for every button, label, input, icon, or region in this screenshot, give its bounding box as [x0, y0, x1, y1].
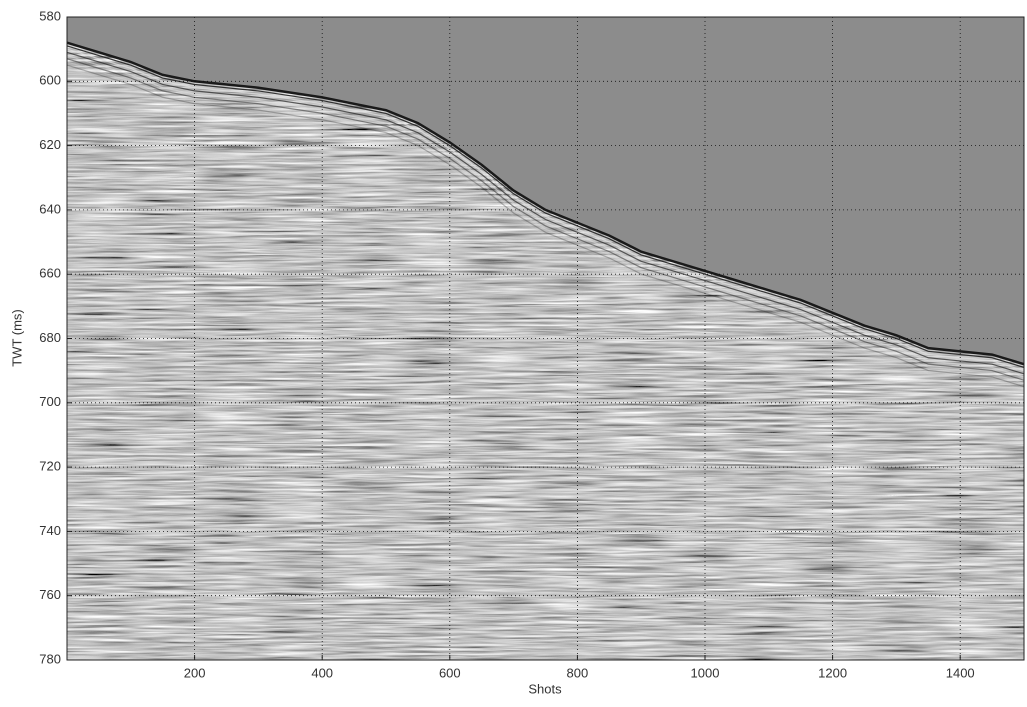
x-tick-label: 400: [311, 665, 333, 680]
x-tick-label: 1200: [818, 665, 847, 680]
y-tick-label: 680: [39, 330, 61, 345]
y-tick-label: 740: [39, 523, 61, 538]
plot-frame: [66, 16, 1025, 661]
x-tick-label: 600: [439, 665, 461, 680]
seafloor: [66, 41, 1025, 366]
x-axis-label: Shots: [528, 681, 562, 696]
y-tick-label: 600: [39, 73, 61, 88]
y-axis-label: TWT (ms): [9, 309, 24, 367]
reflector: [67, 67, 1024, 391]
x-tick-label: 200: [184, 665, 206, 680]
y-tick-label: 620: [39, 137, 61, 152]
y-tick-label: 660: [39, 266, 61, 281]
x-tick-label: 800: [567, 665, 589, 680]
y-tick-label: 700: [39, 394, 61, 409]
y-tick-label: 780: [39, 651, 61, 666]
y-tick-label: 760: [39, 587, 61, 602]
x-tick-label: 1400: [946, 665, 975, 680]
y-tick-label: 640: [39, 201, 61, 216]
x-tick-label: 1000: [691, 665, 720, 680]
reflector: [67, 54, 1024, 378]
reflector: [67, 58, 1024, 381]
y-tick-label: 580: [39, 8, 61, 23]
y-tick-label: 720: [39, 459, 61, 474]
